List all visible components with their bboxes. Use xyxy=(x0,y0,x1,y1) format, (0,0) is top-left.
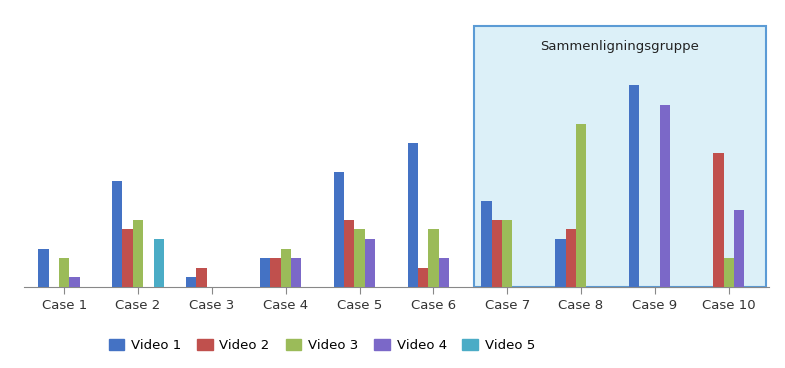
Bar xyxy=(344,220,354,287)
Bar xyxy=(354,229,365,287)
Bar xyxy=(481,201,491,287)
Legend: Video 1, Video 2, Video 3, Video 4, Video 5: Video 1, Video 2, Video 3, Video 4, Vide… xyxy=(104,333,540,357)
Bar xyxy=(474,26,765,287)
Bar xyxy=(186,277,196,287)
Bar xyxy=(154,239,164,287)
Bar xyxy=(576,124,586,287)
Bar xyxy=(196,268,206,287)
Bar xyxy=(724,258,734,287)
Bar xyxy=(660,105,670,287)
Bar xyxy=(38,249,49,287)
Bar xyxy=(714,153,724,287)
Bar xyxy=(407,143,418,287)
Bar xyxy=(270,258,280,287)
Bar xyxy=(502,220,513,287)
Bar xyxy=(365,239,375,287)
Text: Sammenligningsgruppe: Sammenligningsgruppe xyxy=(540,40,699,53)
Bar xyxy=(439,258,449,287)
Bar xyxy=(491,220,502,287)
Bar xyxy=(629,85,639,287)
Bar xyxy=(69,277,79,287)
Bar xyxy=(133,220,143,287)
Bar xyxy=(260,258,270,287)
Bar xyxy=(122,229,133,287)
Bar xyxy=(555,239,565,287)
Bar xyxy=(112,181,122,287)
Bar xyxy=(734,210,744,287)
Bar xyxy=(418,268,428,287)
Bar xyxy=(334,172,344,287)
Bar xyxy=(428,229,439,287)
Bar xyxy=(59,258,69,287)
Bar xyxy=(280,249,290,287)
Bar xyxy=(290,258,301,287)
Bar xyxy=(565,229,576,287)
